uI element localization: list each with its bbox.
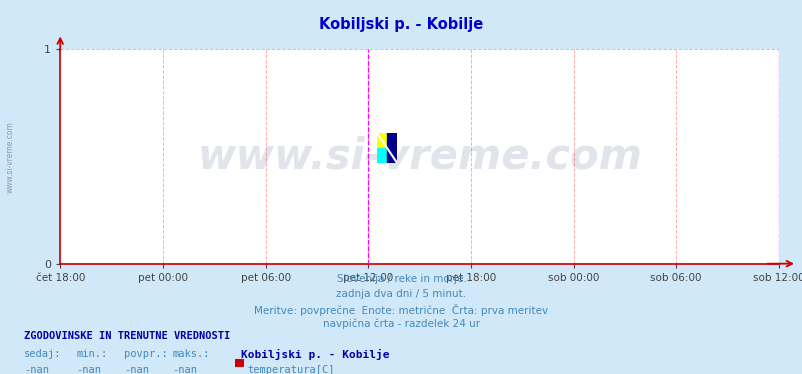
Text: Slovenija / reke in morje.: Slovenija / reke in morje. — [336, 274, 466, 284]
Text: temperatura[C]: temperatura[C] — [247, 365, 334, 374]
Text: www.si-vreme.com: www.si-vreme.com — [6, 121, 15, 193]
Text: -nan: -nan — [76, 365, 101, 374]
Text: -nan: -nan — [24, 365, 49, 374]
Text: zadnja dva dni / 5 minut.: zadnja dva dni / 5 minut. — [336, 289, 466, 299]
Text: maks.:: maks.: — [172, 349, 210, 359]
Bar — [376, 133, 387, 148]
Text: navpična črta - razdelek 24 ur: navpična črta - razdelek 24 ur — [322, 319, 480, 329]
Text: povpr.:: povpr.: — [124, 349, 168, 359]
Text: ZGODOVINSKE IN TRENUTNE VREDNOSTI: ZGODOVINSKE IN TRENUTNE VREDNOSTI — [24, 331, 230, 341]
Text: min.:: min.: — [76, 349, 107, 359]
Text: Kobiljski p. - Kobilje: Kobiljski p. - Kobilje — [241, 349, 389, 360]
Text: sedaj:: sedaj: — [24, 349, 62, 359]
Text: Meritve: povprečne  Enote: metrične  Črta: prva meritev: Meritve: povprečne Enote: metrične Črta:… — [254, 304, 548, 316]
Bar — [376, 148, 387, 163]
Bar — [387, 133, 396, 163]
Text: www.si-vreme.com: www.si-vreme.com — [196, 135, 642, 177]
Text: Kobiljski p. - Kobilje: Kobiljski p. - Kobilje — [319, 17, 483, 32]
Text: -nan: -nan — [124, 365, 149, 374]
Text: -nan: -nan — [172, 365, 197, 374]
